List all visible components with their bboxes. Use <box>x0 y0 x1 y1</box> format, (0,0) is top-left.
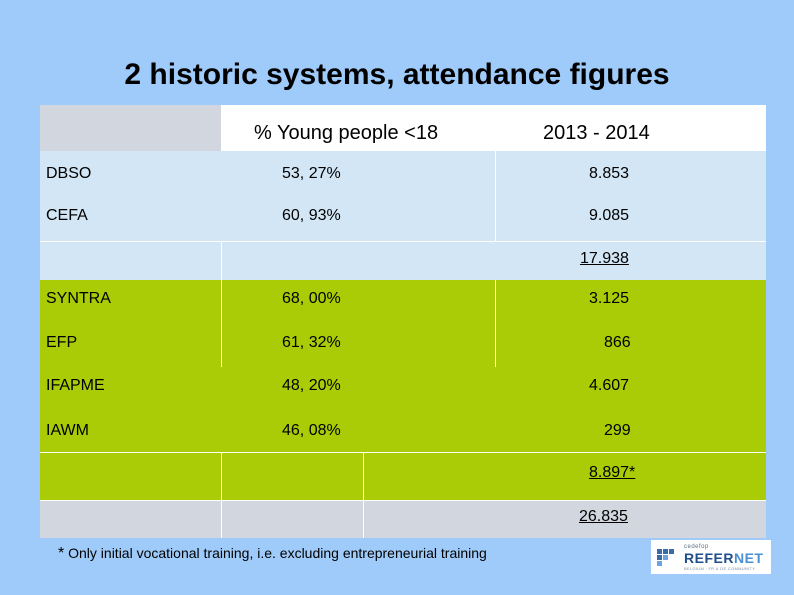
logo-top-text: cedefop <box>684 544 709 550</box>
logo-name: REFERNET <box>684 550 763 566</box>
divider <box>363 500 364 538</box>
header-cell-year: 2013 - 2014 <box>495 105 766 151</box>
row-pct: 61, 32% <box>282 334 341 351</box>
table-row: EFP 61, 32% 866 <box>40 322 766 367</box>
divider <box>495 151 496 199</box>
row-count: 299 <box>604 422 631 439</box>
table-row-grand-total: 26.835 <box>40 500 766 538</box>
row-name: IAWM <box>46 422 89 439</box>
row-count: 866 <box>604 334 631 351</box>
row-name: EFP <box>46 334 78 351</box>
divider <box>40 500 766 501</box>
row-name: CEFA <box>46 207 88 224</box>
divider <box>221 241 222 280</box>
row-count: 9.085 <box>589 207 630 224</box>
row-pct: 46, 08% <box>282 422 341 439</box>
row-count: 4.607 <box>589 377 630 394</box>
header-young-people-label: % Young people <18 <box>254 122 439 144</box>
table-row: IAWM 46, 08% 299 <box>40 412 766 452</box>
footnote-star: * <box>58 545 65 562</box>
table-row: IFAPME 48, 20% 4.607 <box>40 367 766 412</box>
header-year-label: 2013 - 2014 <box>543 122 650 144</box>
footnote: * Only initial vocational training, i.e.… <box>58 545 487 563</box>
divider <box>221 500 222 538</box>
table-row-subtotal: 17.938 <box>40 241 766 280</box>
row-pct: 53, 27% <box>282 165 341 182</box>
divider <box>495 280 496 322</box>
divider <box>221 322 222 367</box>
logo-name-b: NET <box>733 550 764 566</box>
row-count: 3.125 <box>589 290 630 307</box>
divider <box>495 322 496 367</box>
slide-title: 2 historic systems, attendance figures <box>124 58 670 91</box>
row-pct: 60, 93% <box>282 207 341 224</box>
header-cell-young-people: % Young people <18 <box>221 105 495 151</box>
divider <box>495 199 496 241</box>
row-name: SYNTRA <box>46 290 111 307</box>
refernet-logo: cedefop REFERNET BELGIUM · FR & DE COMMU… <box>651 540 771 574</box>
divider <box>40 241 766 242</box>
row-count: 8.853 <box>589 165 630 182</box>
row-pct: 48, 20% <box>282 377 341 394</box>
subtotal-value: 17.938 <box>580 250 629 267</box>
table-row-subtotal: 8.897* <box>40 452 766 500</box>
row-name: IFAPME <box>46 377 105 394</box>
table-row: SYNTRA 68, 00% 3.125 <box>40 280 766 322</box>
divider <box>363 452 364 500</box>
divider <box>495 149 496 151</box>
logo-sub-text: BELGIUM · FR & DE COMMUNITY <box>684 566 756 571</box>
table-header-row: % Young people <18 2013 - 2014 <box>40 105 766 151</box>
row-pct: 68, 00% <box>282 290 341 307</box>
logo-name-a: REFER <box>684 550 734 566</box>
subtotal-value: 8.897* <box>589 464 636 481</box>
divider <box>40 452 766 453</box>
footnote-text: Only initial vocational training, i.e. e… <box>68 545 487 561</box>
header-cell-empty <box>40 105 221 151</box>
table-row: DBSO 53, 27% 8.853 <box>40 151 766 199</box>
logo-mark-icon <box>657 549 679 567</box>
grand-total-value: 26.835 <box>579 508 628 525</box>
row-name: DBSO <box>46 165 92 182</box>
divider <box>221 452 222 500</box>
table-row: CEFA 60, 93% 9.085 <box>40 199 766 241</box>
divider <box>221 280 222 322</box>
